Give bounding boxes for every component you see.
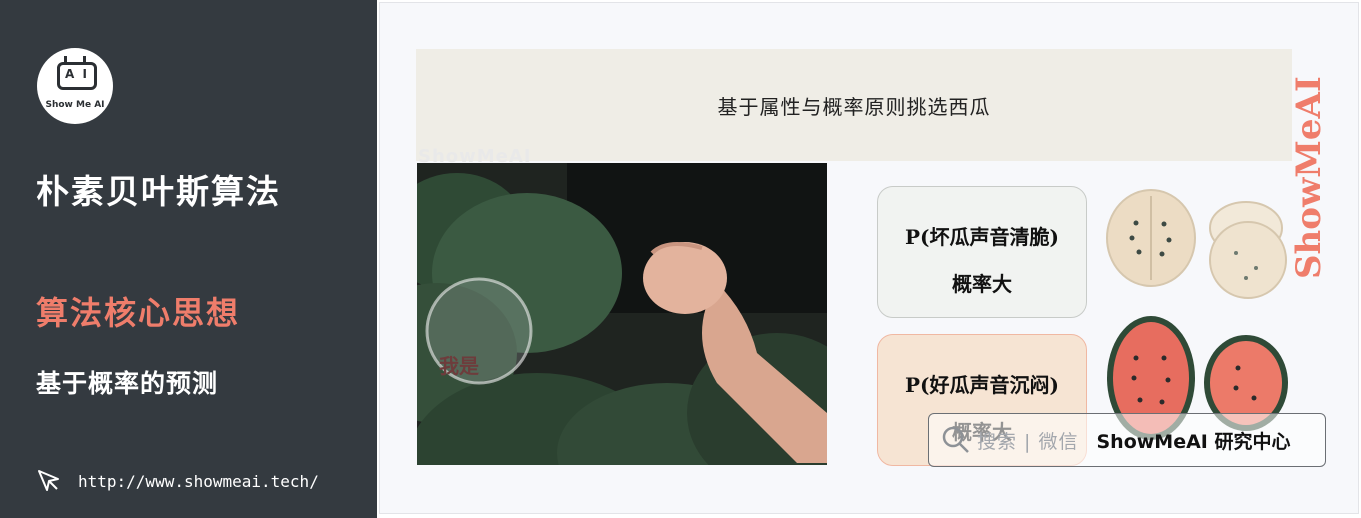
watermelon-photo: 我是 (417, 163, 827, 465)
title-banner: 基于属性与概率原则挑选西瓜 (416, 49, 1292, 161)
showmeai-logo: A I Show Me AI (37, 48, 113, 124)
watermelon-photo-illustration: 我是 (417, 163, 827, 465)
sidebar: A I Show Me AI 朴素贝叶斯算法 算法核心思想 基于概率的预测 ht… (0, 0, 377, 518)
bad-melon-probability-label: P(坏瓜声音清脆) (905, 225, 1059, 249)
section-title: 算法核心思想 (36, 294, 241, 332)
website-url[interactable]: http://www.showmeai.tech/ (78, 471, 319, 491)
logo-antenna-left (64, 56, 67, 64)
search-organization: ShowMeAI 研究中心 (1096, 430, 1291, 453)
search-hint: 搜索 | 微信 (977, 430, 1079, 453)
photo-bubble-text: 我是 (439, 354, 479, 378)
unripe-melon-half-icon (1209, 201, 1287, 299)
ripe-melon-half-icon (1204, 335, 1288, 431)
ripe-melon-slice-icon (1107, 316, 1195, 440)
logo-face-text: A I (65, 67, 89, 81)
watermelon-slices-illustration (1106, 189, 1288, 440)
website-link[interactable]: http://www.showmeai.tech/ (36, 468, 319, 494)
main-content: 基于属性与概率原则挑选西瓜 我是 (377, 0, 1361, 518)
logo-antenna-right (83, 56, 86, 64)
photo-watermark: ShowMeAI (418, 146, 532, 167)
course-title: 朴素贝叶斯算法 (36, 172, 281, 211)
unripe-melon-slice-icon (1106, 189, 1196, 287)
section-subtitle: 基于概率的预测 (36, 369, 219, 398)
slide-canvas: 基于属性与概率原则挑选西瓜 我是 (379, 2, 1359, 514)
robot-face-icon: A I (57, 62, 97, 90)
logo-text: Show Me AI (45, 100, 105, 110)
vertical-brand-watermark: ShowMeAI (1292, 76, 1328, 279)
good-melon-probability-label: P(好瓜声音沉闷) (905, 373, 1059, 397)
wechat-search-bar[interactable]: 搜索 | 微信 ShowMeAI 研究中心 (928, 413, 1326, 467)
bad-melon-probability-note: 概率大 (952, 272, 1012, 296)
cursor-arrow-icon (38, 470, 59, 491)
search-icon (942, 426, 969, 453)
vertical-brand-text: ShowMeAI (1292, 76, 1328, 279)
banner-title: 基于属性与概率原则挑选西瓜 (717, 95, 991, 119)
bad-melon-probability-card: P(坏瓜声音清脆) 概率大 (877, 186, 1087, 318)
